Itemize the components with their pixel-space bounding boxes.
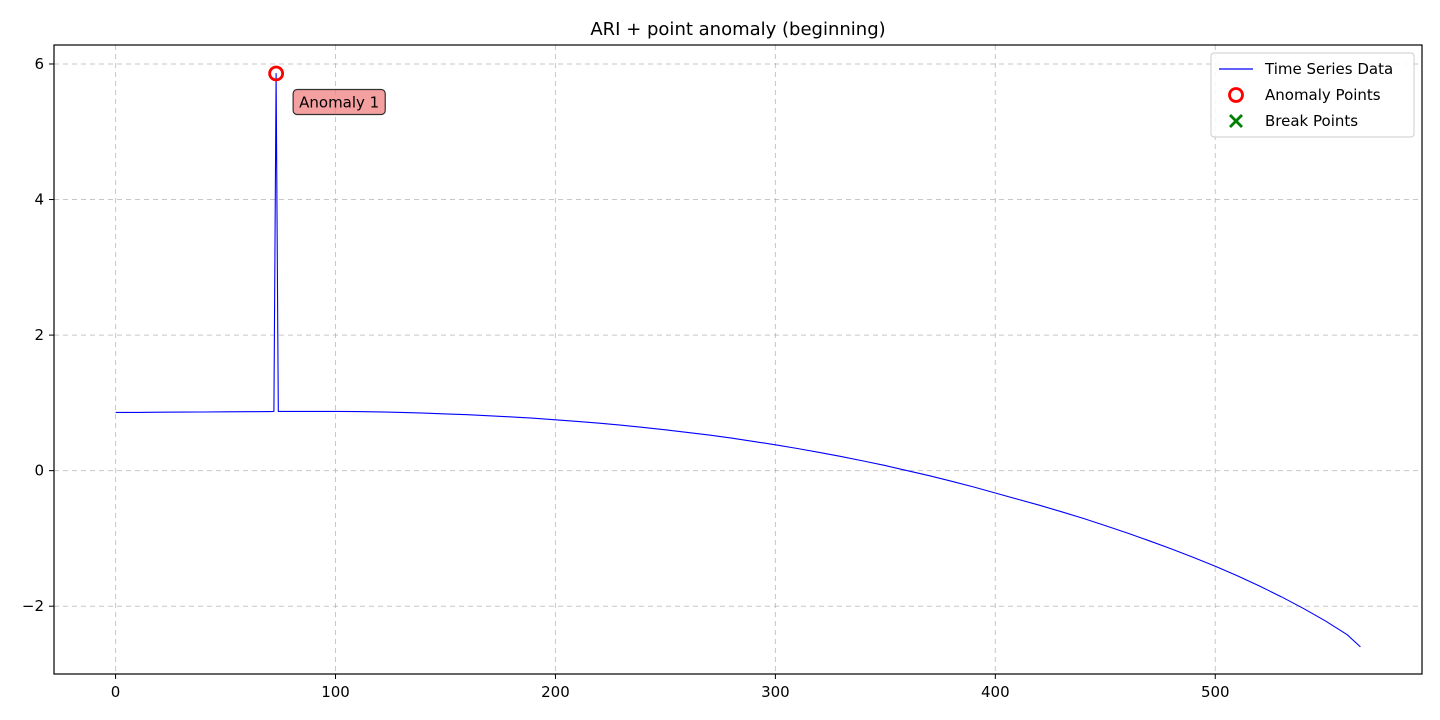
marker-layer [268, 65, 285, 82]
annotation-text: Anomaly 1 [299, 93, 379, 111]
annotation-layer: Anomaly 1 [292, 88, 386, 116]
y-tick-label: −2 [22, 597, 44, 615]
x-tick-label: 0 [111, 683, 121, 701]
x-tick-label: 200 [541, 683, 570, 701]
annotation-box [292, 88, 386, 116]
series-layer [115, 72, 1361, 648]
x-tick-label: 100 [321, 683, 350, 701]
legend-entry-break-points: Break Points [1229, 112, 1358, 130]
legend-label: Break Points [1265, 112, 1358, 130]
series-line-time-series-data [115, 72, 1361, 648]
legend-entry-anomaly-points: Anomaly Points [1228, 86, 1381, 104]
legend: Time Series Data Anomaly Points Break Poin… [1210, 52, 1415, 138]
plot-area-frame [53, 44, 1423, 675]
x-tick-label: 300 [761, 683, 790, 701]
y-tick-label: 0 [34, 462, 44, 480]
anomaly-point-marker [268, 65, 285, 82]
legend-box [1210, 52, 1415, 138]
axis-ticks: 0 100 200 300 400 500 −2 0 2 4 6 [22, 55, 1230, 701]
legend-label: Time Series Data [1264, 60, 1393, 78]
x-tick-label: 500 [1201, 683, 1230, 701]
annotation-label: Anomaly 1 [292, 88, 386, 116]
legend-cross-swatch [1229, 114, 1243, 128]
y-tick-label: 2 [34, 326, 44, 344]
legend-label: Anomaly Points [1265, 86, 1381, 104]
y-tick-label: 6 [34, 55, 44, 73]
legend-entry-time-series-data: Time Series Data [1219, 60, 1393, 78]
x-tick-label: 400 [981, 683, 1010, 701]
y-tick-label: 4 [34, 191, 44, 209]
grid-lines [54, 45, 1422, 674]
chart-title: ARI + point anomaly (beginning) [590, 19, 885, 40]
legend-circle-swatch [1228, 87, 1244, 103]
